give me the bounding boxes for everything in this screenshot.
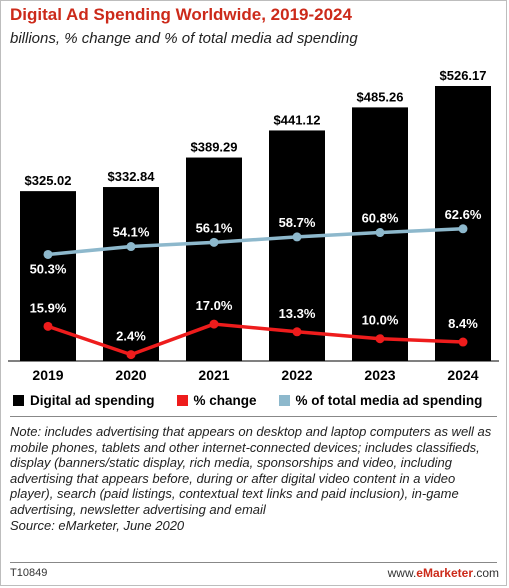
share-of-total-point-2021 (209, 237, 219, 247)
chart-id: T10849 (10, 567, 48, 579)
share-of-total-point-2019 (43, 249, 53, 259)
share-of-total-label-2021: 56.1% (196, 220, 233, 235)
legend-label-percent-change: % change (193, 393, 257, 408)
legend-label-percent-total-media: % of total media ad spending (295, 393, 483, 408)
note-text: Note: includes advertising that appears … (10, 424, 492, 517)
legend-label-digital-ad-spending: Digital ad spending (30, 393, 155, 408)
brand-suffix: .com (472, 566, 499, 580)
percent-change-point-2023 (375, 334, 385, 344)
percent-change-point-2019 (43, 321, 53, 331)
divider-top (10, 416, 497, 417)
percent-change-point-2022 (292, 327, 302, 337)
share-of-total-point-2024 (458, 224, 468, 234)
bar-value-label-2024: $526.17 (440, 68, 487, 83)
x-tick-label-2024: 2024 (447, 367, 478, 383)
chart-legend: Digital ad spending % change % of total … (13, 393, 504, 408)
percent-change-label-2019: 15.9% (30, 300, 67, 315)
chart-title: Digital Ad Spending Worldwide, 2019-2024 (10, 5, 352, 24)
bar-value-label-2019: $325.02 (25, 173, 72, 188)
brand-link[interactable]: www.eMarketer.com (388, 566, 499, 580)
chart-note: Note: includes advertising that appears … (10, 424, 502, 533)
bar-value-label-2020: $332.84 (108, 169, 156, 184)
x-tick-label-2020: 2020 (115, 367, 146, 383)
percent-change-label-2024: 8.4% (448, 316, 478, 331)
legend-swatch-percent-change (176, 395, 188, 406)
x-tick-label-2022: 2022 (281, 367, 312, 383)
legend-swatch-percent-total-media (278, 395, 290, 406)
x-tick-label-2021: 2021 (198, 367, 229, 383)
bar-2024 (435, 86, 491, 361)
share-of-total-point-2022 (292, 232, 302, 242)
percent-change-label-2022: 13.3% (279, 306, 316, 321)
percent-change-point-2021 (209, 319, 219, 329)
bar-value-label-2023: $485.26 (357, 89, 404, 104)
legend-item-digital-ad-spending: Digital ad spending (13, 393, 155, 408)
share-of-total-label-2024: 62.6% (445, 207, 482, 222)
source-text: Source: eMarketer, June 2020 (10, 517, 185, 533)
bar-value-label-2022: $441.12 (274, 112, 321, 127)
legend-swatch-digital-ad-spending (13, 395, 24, 406)
share-of-total-line (47, 227, 464, 257)
share-of-total-label-2020: 54.1% (113, 225, 150, 240)
percent-change-point-2024 (458, 337, 468, 347)
legend-item-percent-total-media: % of total media ad spending (278, 393, 483, 408)
bar-value-label-2021: $389.29 (191, 140, 238, 155)
brand-prefix: www. (387, 566, 417, 580)
percent-change-point-2020 (126, 350, 136, 360)
share-of-total-label-2023: 60.8% (362, 211, 399, 226)
percent-change-label-2020: 2.4% (116, 329, 146, 344)
bar-2020 (103, 187, 159, 361)
share-of-total-label-2022: 58.7% (279, 215, 316, 230)
percent-change-line (47, 322, 464, 357)
bar-2022 (269, 130, 325, 361)
share-of-total-point-2020 (126, 242, 136, 252)
share-of-total-label-2019: 50.3% (30, 261, 67, 276)
brand-name: eMarketer (416, 566, 473, 580)
legend-item-percent-change: % change (176, 393, 257, 408)
chart-area: $325.02 $332.84 $389.29 $441.12 $485.26 $526.… (8, 68, 499, 383)
divider-bottom (10, 562, 497, 563)
percent-change-label-2023: 10.0% (362, 313, 399, 328)
percent-change-label-2021: 17.0% (196, 298, 233, 313)
x-tick-label-2023: 2023 (364, 367, 395, 383)
x-tick-label-2019: 2019 (32, 367, 63, 383)
share-of-total-point-2023 (375, 228, 385, 238)
chart-subtitle: billions, % change and % of total media … (10, 30, 358, 47)
